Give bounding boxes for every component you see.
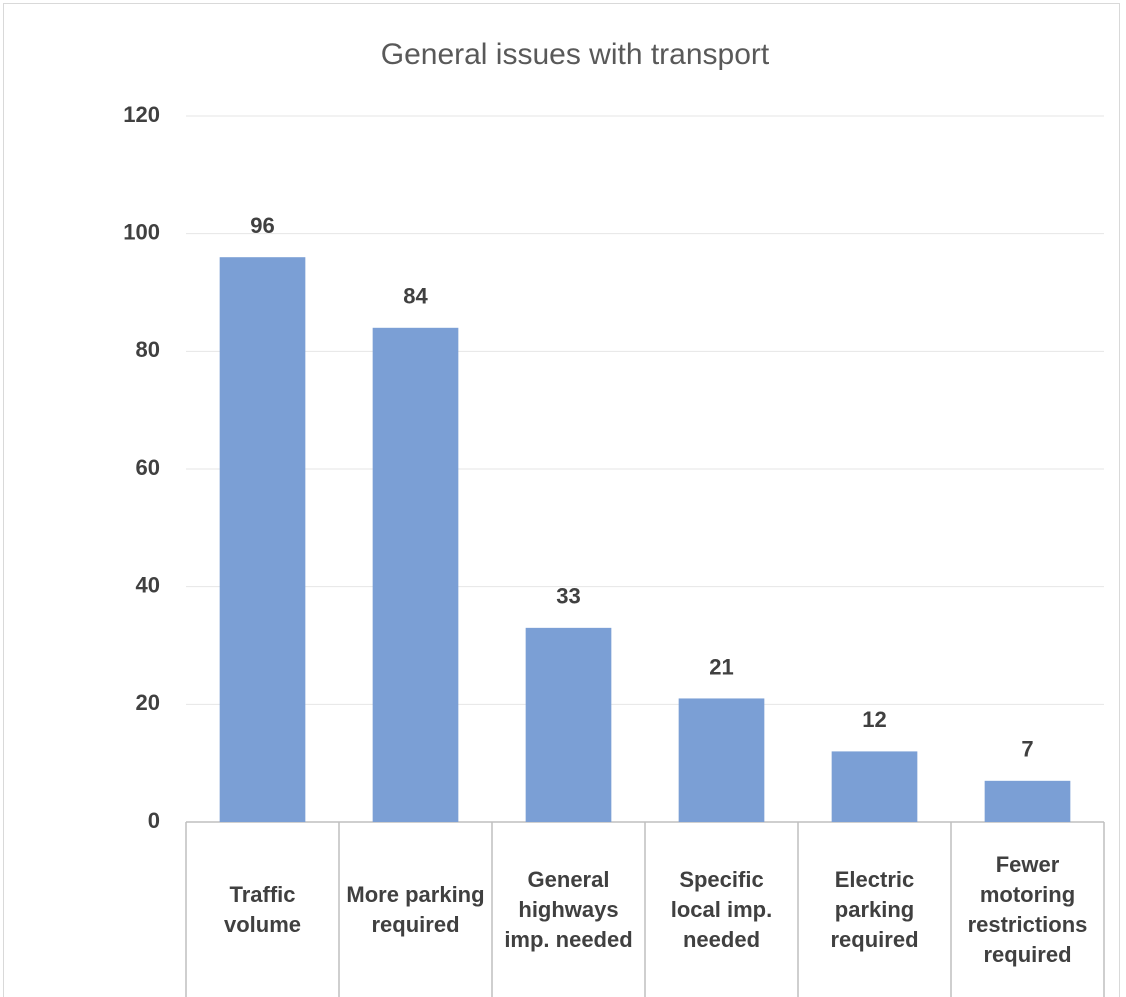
data-label: 7 (1021, 737, 1033, 762)
data-label: 12 (862, 707, 886, 732)
bar (525, 627, 612, 822)
bar (984, 780, 1071, 822)
x-tick-label: General highways imp. needed (504, 867, 633, 952)
x-tick-label: Specific local imp. needed (670, 867, 773, 952)
chart-border (3, 3, 1120, 997)
bar (678, 698, 765, 822)
data-label: 33 (556, 584, 580, 609)
x-tick-label: Fewer motoring restrictions required (967, 852, 1088, 967)
y-tick-label: 60 (136, 455, 160, 480)
y-tick-label: 40 (136, 572, 160, 597)
x-tick-label: Traffic volume (223, 882, 302, 937)
data-label: 21 (709, 654, 733, 679)
data-label: 96 (250, 213, 274, 238)
x-tick-label: More parking required (346, 882, 485, 937)
y-tick-label: 100 (123, 219, 160, 244)
y-tick-label: 120 (123, 102, 160, 127)
bar (831, 751, 918, 822)
y-tick-label: 80 (136, 337, 160, 362)
data-label: 84 (403, 284, 428, 309)
y-tick-label: 0 (148, 808, 160, 833)
bar (219, 257, 306, 822)
chart-title: General issues with transport (381, 38, 770, 71)
x-tick-label: Electric parking required (830, 867, 919, 952)
y-tick-label: 20 (136, 690, 160, 715)
bar (372, 327, 459, 822)
